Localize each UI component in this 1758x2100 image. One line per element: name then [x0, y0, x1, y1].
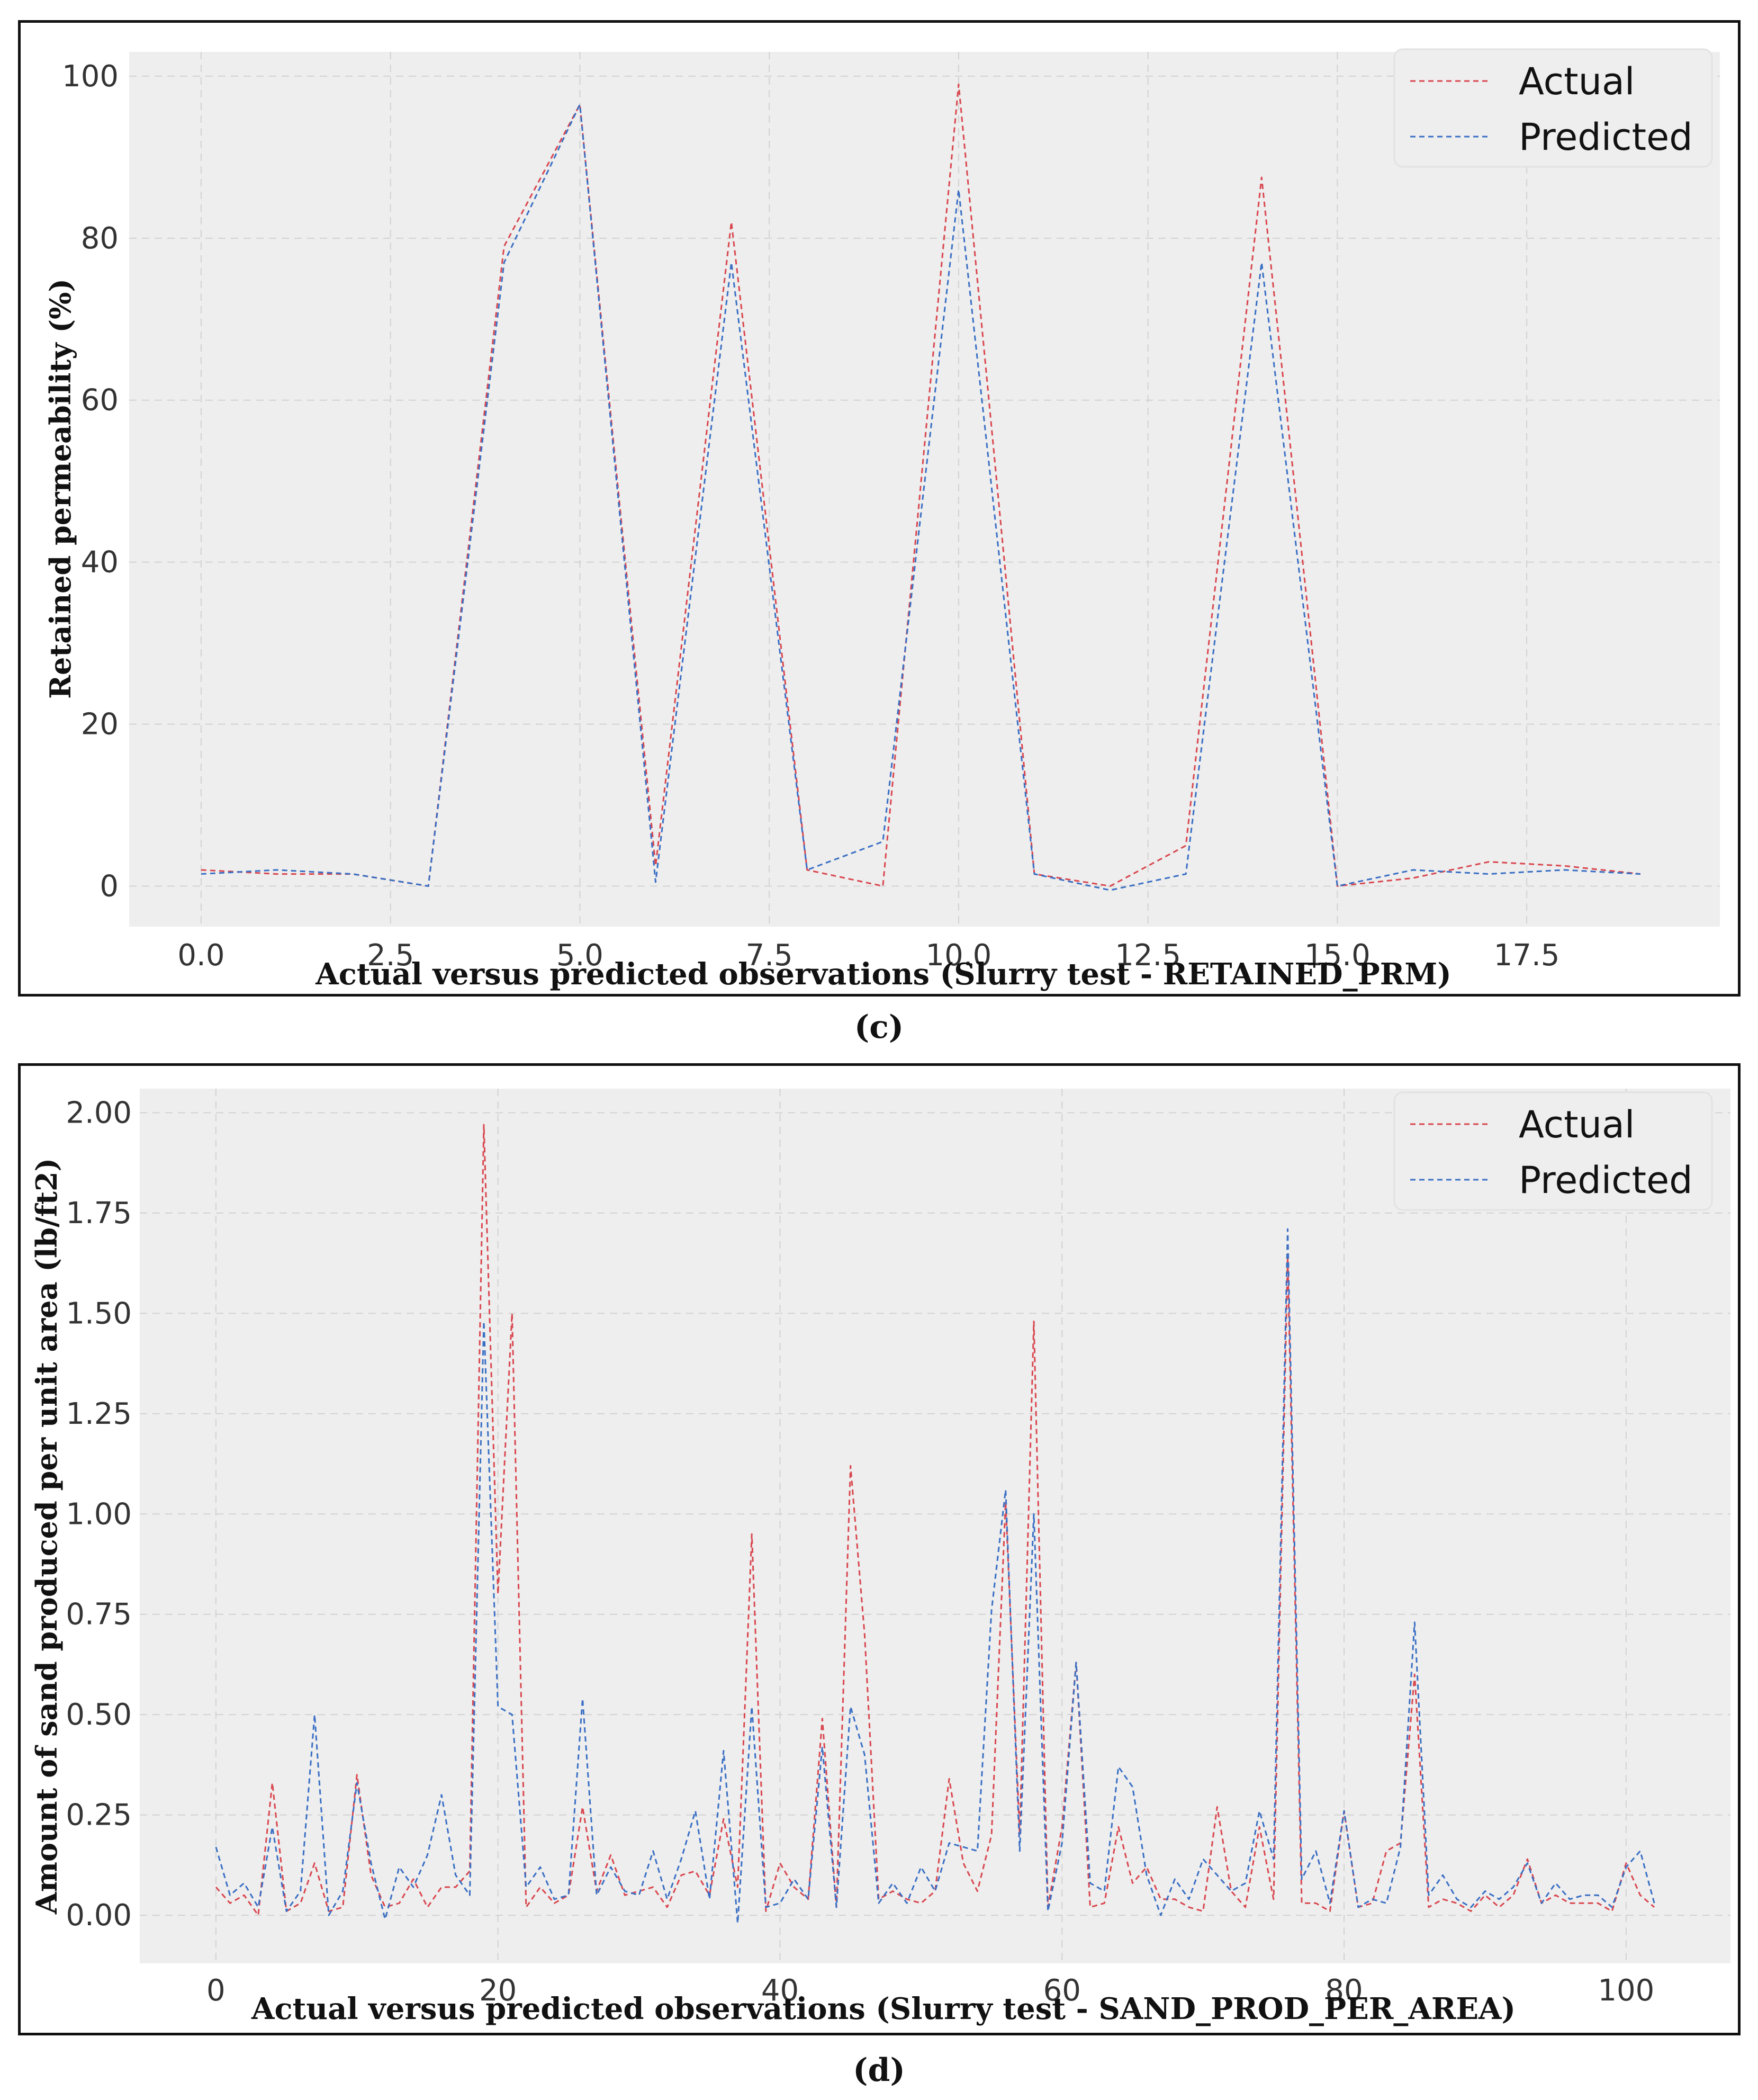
x-tick-label-d: 20	[479, 1973, 517, 2008]
y-tick-label-c: 100	[62, 59, 119, 94]
legend-d: Actual Predicted	[1393, 1091, 1713, 1211]
x-tick-label-c: 0.0	[177, 938, 224, 973]
x-tick-label-c: 7.5	[746, 938, 793, 973]
y-tick-label-d: 1.50	[66, 1296, 132, 1331]
y-tick-label-c: 40	[81, 545, 119, 580]
y-tick-label-d: 0.25	[66, 1798, 132, 1833]
y-tick-label-c: 20	[81, 707, 119, 742]
y-tick-label-d: 0.00	[66, 1898, 132, 1933]
y-tick-label-d: 1.00	[66, 1497, 132, 1531]
x-tick-label-c: 15.0	[1304, 938, 1371, 973]
series-line-predicted-c	[201, 103, 1640, 891]
legend-label-predicted-c: Predicted	[1519, 115, 1693, 159]
caption-c: (c)	[854, 1009, 904, 1046]
legend-label-actual-d: Actual	[1519, 1103, 1635, 1146]
series-line-predicted-d	[215, 1228, 1655, 1924]
x-tick-label-d: 80	[1325, 1973, 1363, 2008]
x-tick-label-d: 0	[206, 1973, 226, 2008]
y-axis-label-d: Amount of sand produced per unit area (l…	[30, 1158, 64, 1915]
x-tick-label-c: 10.0	[926, 938, 992, 973]
y-tick-label-d: 1.25	[66, 1397, 132, 1431]
series-line-actual-d	[215, 1124, 1655, 1916]
x-axis-label-c: Actual versus predicted observations (Sl…	[315, 957, 1451, 992]
legend-label-actual-c: Actual	[1519, 60, 1635, 103]
x-tick-label-d: 40	[761, 1973, 799, 2008]
legend-label-predicted-d: Predicted	[1519, 1159, 1693, 1202]
legend-c: Actual Predicted	[1393, 48, 1713, 168]
y-tick-label-d: 0.50	[66, 1698, 132, 1732]
y-tick-label-d: 0.75	[66, 1598, 132, 1632]
chart-c: 0.0 2.5 5.0 7.5 10.0 12.5 15.0 17.5 0 20 40 60 80 100…	[43, 48, 1720, 992]
caption-d: (d)	[853, 2052, 905, 2089]
x-tick-label-c: 17.5	[1494, 938, 1560, 973]
x-tick-label-c: 12.5	[1115, 938, 1181, 973]
chart-d: 0 20 40 60 80 100 0.00 0.25 0.50 0.75 1.00 1.25 1.50…	[30, 1089, 1730, 2026]
plot-area-d	[140, 1089, 1730, 1963]
y-tick-label-c: 80	[81, 221, 119, 256]
y-axis-label-c: Retained permeability (%)	[43, 279, 77, 699]
y-tick-label-d: 2.00	[66, 1096, 132, 1130]
y-tick-label-d: 1.75	[66, 1196, 132, 1231]
x-tick-label-d: 100	[1598, 1973, 1654, 2008]
x-axis-label-d: Actual versus predicted observations (Sl…	[251, 1991, 1516, 2026]
y-tick-label-c: 0	[100, 869, 119, 904]
y-tick-label-c: 60	[81, 383, 119, 418]
x-tick-label-d: 60	[1043, 1973, 1081, 2008]
chart-panel-d: 0 20 40 60 80 100 0.00 0.25 0.50 0.75 1.00 1.25 1.50…	[18, 1063, 1741, 2035]
x-tick-label-c: 2.5	[367, 938, 414, 973]
chart-panel-c: 0.0 2.5 5.0 7.5 10.0 12.5 15.0 17.5 0 20 40 60 80 100…	[18, 20, 1741, 997]
x-tick-label-c: 5.0	[556, 938, 603, 973]
